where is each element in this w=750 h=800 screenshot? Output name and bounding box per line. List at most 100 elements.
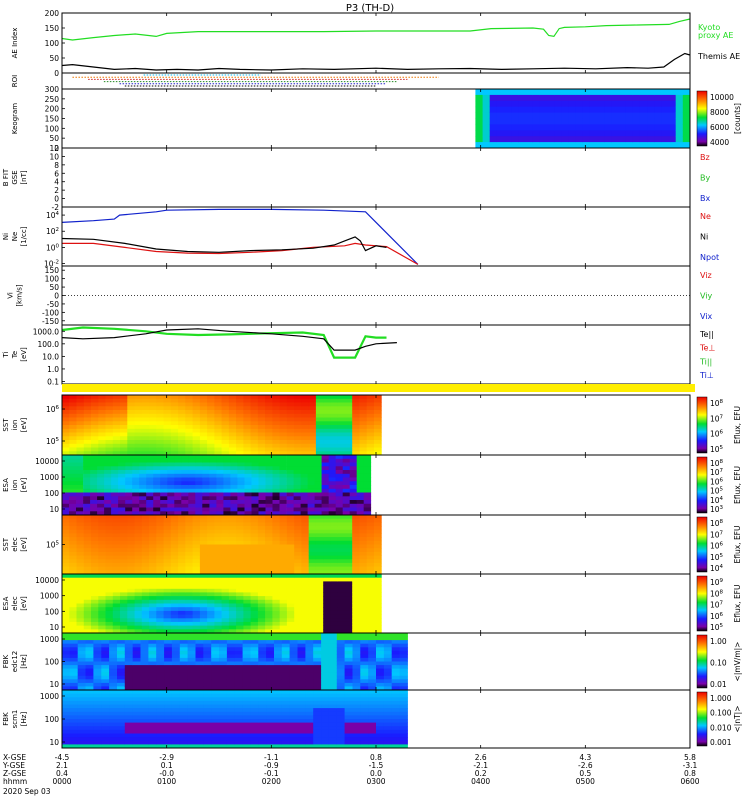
- cell: [367, 559, 375, 563]
- cell: [287, 578, 295, 582]
- cell: [290, 715, 298, 719]
- cell: [290, 701, 298, 705]
- cell: [357, 481, 364, 485]
- cell: [258, 444, 266, 448]
- cell: [84, 552, 92, 556]
- cell: [229, 399, 237, 403]
- cell: [676, 119, 684, 125]
- cell: [282, 694, 290, 698]
- cell: [193, 607, 201, 611]
- cell: [142, 611, 150, 615]
- cell: [287, 556, 295, 560]
- cell: [227, 715, 235, 719]
- cell: [611, 113, 619, 119]
- cell: [243, 651, 251, 655]
- cell: [70, 683, 78, 687]
- cell: [287, 622, 295, 626]
- cell: [345, 410, 353, 414]
- cell: [69, 526, 77, 530]
- esa_elec-colorbar: [697, 576, 707, 631]
- cell: [272, 578, 280, 582]
- cell: [316, 596, 324, 600]
- cell: [353, 723, 361, 727]
- cell: [69, 429, 77, 433]
- cell: [329, 690, 337, 694]
- cell: [282, 662, 290, 666]
- cell: [86, 737, 94, 741]
- cell: [164, 662, 172, 666]
- cell: [156, 421, 164, 425]
- cell: [83, 455, 90, 459]
- cell: [561, 95, 569, 101]
- cell: [98, 406, 106, 410]
- cell: [360, 701, 368, 705]
- cell: [142, 526, 150, 530]
- cell: [109, 734, 117, 738]
- cell: [336, 489, 343, 493]
- cell: [504, 124, 512, 130]
- cell: [316, 433, 324, 437]
- cell: [62, 665, 70, 669]
- cell: [237, 500, 244, 504]
- cell: [236, 615, 244, 619]
- cell: [76, 481, 83, 485]
- cell: [353, 654, 361, 658]
- cell: [222, 578, 230, 582]
- cell: [290, 712, 298, 716]
- cell: [209, 463, 216, 467]
- cell: [669, 124, 677, 130]
- cell: [243, 607, 251, 611]
- cell: [266, 508, 273, 512]
- cell: [229, 421, 237, 425]
- cell: [106, 530, 114, 534]
- cell: [202, 493, 209, 497]
- cell: [337, 719, 345, 723]
- cell: [227, 640, 235, 644]
- cell: [172, 734, 180, 738]
- cell: [91, 414, 99, 418]
- cell: [350, 463, 357, 467]
- cell: [294, 508, 301, 512]
- time-axis: X-GSEY-GSEZ-GSEhhmm-4.5 -2.9 -1.1 0.8 2.6 4.3…: [2, 753, 700, 796]
- cell: [376, 644, 384, 648]
- cell: [142, 519, 150, 523]
- cell: [216, 481, 223, 485]
- cell: [308, 459, 315, 463]
- cell: [160, 496, 167, 500]
- temperature-ylabel-line: Ti: [2, 351, 10, 358]
- cell: [345, 647, 353, 651]
- cell: [298, 640, 306, 644]
- cell: [93, 647, 101, 651]
- cell: [193, 548, 201, 552]
- cell: [113, 448, 121, 452]
- cell: [149, 592, 157, 596]
- cell: [597, 95, 605, 101]
- cell: [345, 533, 353, 537]
- cell: [97, 504, 104, 508]
- cell: [294, 626, 302, 630]
- cell: [258, 715, 266, 719]
- cell: [180, 730, 188, 734]
- cell: [117, 683, 125, 687]
- cell: [171, 556, 179, 560]
- cell: [106, 541, 114, 545]
- cell: [374, 552, 382, 556]
- cell: [172, 708, 180, 712]
- cell: [125, 734, 133, 738]
- cell: [237, 474, 244, 478]
- cell: [69, 622, 77, 626]
- cell: [251, 585, 259, 589]
- cell: [323, 567, 331, 571]
- cell: [301, 622, 309, 626]
- cell: [156, 669, 164, 673]
- cell: [368, 737, 376, 741]
- cell: [188, 658, 196, 662]
- cell: [160, 485, 167, 489]
- cell: [109, 676, 117, 680]
- cell: [202, 481, 209, 485]
- cell: [258, 563, 266, 567]
- cell: [125, 665, 133, 669]
- cell: [345, 640, 353, 644]
- cell: [313, 637, 321, 641]
- cell: [84, 604, 92, 608]
